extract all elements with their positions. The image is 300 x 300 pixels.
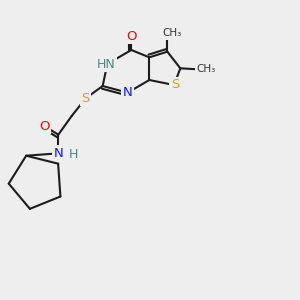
Text: O: O: [126, 29, 136, 43]
Text: S: S: [171, 79, 179, 92]
Text: CH₃: CH₃: [197, 64, 216, 74]
Text: CH₃: CH₃: [163, 28, 182, 38]
Text: N: N: [123, 86, 133, 99]
Text: HN: HN: [97, 58, 116, 70]
Text: S: S: [82, 92, 90, 105]
Text: O: O: [39, 119, 50, 133]
Text: N: N: [53, 147, 63, 160]
Text: H: H: [69, 148, 78, 160]
